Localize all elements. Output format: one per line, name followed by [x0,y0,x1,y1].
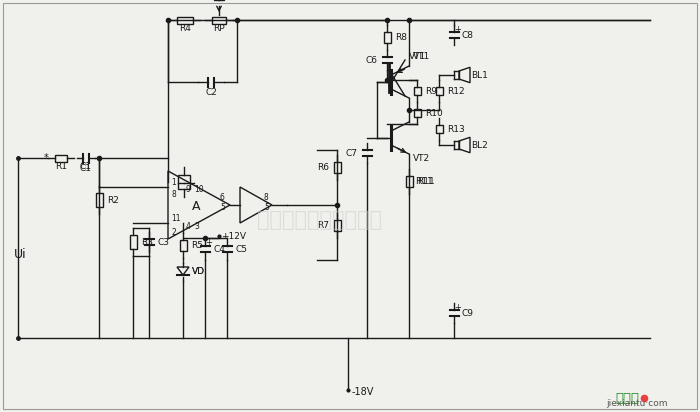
Text: -18V: -18V [352,387,375,397]
Text: 8: 8 [264,193,269,202]
Text: A: A [192,200,200,213]
Text: R9: R9 [425,87,437,96]
Bar [405,176,412,187]
Bar [130,235,136,249]
Text: C6: C6 [366,56,378,65]
Text: C7: C7 [346,148,358,157]
Text: +: + [454,24,461,33]
Text: 5: 5 [220,203,225,212]
Text: C2: C2 [205,87,217,96]
Bar [95,193,102,207]
Bar [333,220,340,231]
Text: +12V: +12V [221,232,246,241]
Text: *: * [43,153,48,163]
Text: R11: R11 [417,177,435,186]
Text: R8: R8 [395,33,407,42]
Text: R10: R10 [425,108,442,117]
Polygon shape [168,171,230,239]
Text: R6: R6 [317,163,329,172]
Text: R11: R11 [415,176,433,185]
Text: BL1: BL1 [471,70,488,80]
Text: 10: 10 [194,185,204,194]
Text: 1: 1 [171,178,176,187]
Text: R5: R5 [191,241,203,250]
Bar [179,240,186,251]
Text: +: + [454,302,461,311]
Text: VT2: VT2 [413,154,430,162]
Text: jiexiantu·com: jiexiantu·com [606,399,668,408]
Text: 5: 5 [264,203,269,212]
Text: C5: C5 [235,244,247,253]
Bar [435,125,442,133]
Text: R1: R1 [55,162,67,171]
Text: C3: C3 [157,237,169,246]
Text: R4: R4 [179,23,191,33]
Text: C1: C1 [80,164,92,173]
Text: C8: C8 [462,30,474,40]
Bar [414,87,421,95]
Bar [212,16,226,23]
Text: Ui: Ui [14,248,27,262]
Text: R7: R7 [317,221,329,230]
Text: R13: R13 [447,124,465,133]
Text: 接线图: 接线图 [615,391,639,405]
Bar [414,109,421,117]
Text: +: + [206,237,212,246]
Bar [178,175,190,189]
Text: R3: R3 [141,237,153,246]
Text: VT1: VT1 [409,52,426,61]
Bar [177,16,193,23]
Text: 6: 6 [220,193,225,202]
Bar [333,162,340,173]
Text: 8: 8 [171,190,176,199]
Text: VD: VD [192,267,205,276]
Text: 9: 9 [186,185,191,194]
Text: BL2: BL2 [471,140,488,150]
Text: C4: C4 [213,244,225,253]
Bar [55,154,67,162]
Polygon shape [240,187,272,223]
Bar [435,87,442,95]
Text: VD: VD [192,267,205,276]
Text: R12: R12 [447,87,465,96]
Text: RP: RP [214,23,225,33]
Text: 2: 2 [171,228,176,237]
Text: VT1: VT1 [413,52,430,61]
Bar [384,32,391,43]
Text: R2: R2 [107,196,119,204]
Text: C9: C9 [462,309,474,318]
Text: 11: 11 [171,214,181,223]
Text: 4: 4 [186,222,191,231]
Text: 3: 3 [194,222,199,231]
Polygon shape [177,267,189,275]
Text: C1: C1 [80,162,92,171]
Text: 杭州将睿科技有限公司: 杭州将睿科技有限公司 [258,210,382,230]
